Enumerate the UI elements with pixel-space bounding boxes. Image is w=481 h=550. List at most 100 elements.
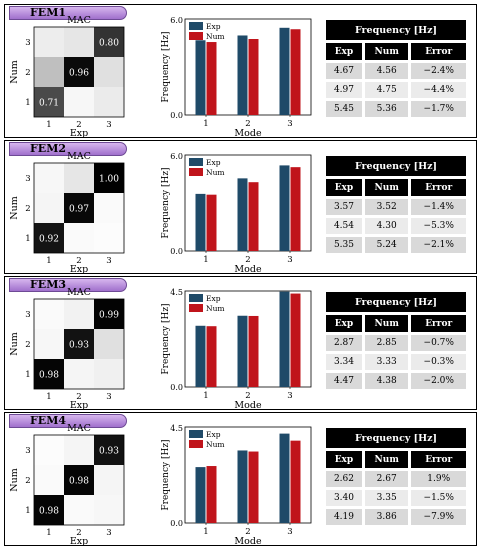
y-axis-label: Frequency [Hz] bbox=[161, 31, 171, 102]
legend-label: Exp bbox=[206, 22, 221, 31]
mac-cell bbox=[34, 163, 64, 193]
bar-num bbox=[206, 194, 217, 251]
mac-matrix: MAC 0.98 0.98 0.93 1 1 2 2 3 3 Exp Num bbox=[9, 423, 125, 547]
column-header: Num bbox=[364, 43, 409, 60]
y-tick-label: 4.5 bbox=[170, 288, 183, 297]
table-cell: −0.7% bbox=[411, 335, 466, 351]
mac-x-tick: 3 bbox=[106, 528, 111, 538]
mac-cell bbox=[94, 359, 124, 389]
mac-cell bbox=[94, 465, 124, 495]
mac-cell bbox=[94, 435, 124, 465]
table-cell: 4.19 bbox=[326, 509, 362, 525]
mac-cell bbox=[34, 57, 64, 87]
x-tick-label: 3 bbox=[287, 119, 292, 129]
table-row: 3.40 3.35 −1.5% bbox=[326, 490, 466, 506]
bar-exp bbox=[237, 450, 248, 523]
mac-value: 0.98 bbox=[39, 371, 59, 381]
mac-cell bbox=[34, 193, 64, 223]
plot-area bbox=[184, 426, 312, 524]
bar-exp bbox=[279, 433, 290, 523]
mac-value: 0.93 bbox=[99, 447, 119, 457]
legend-label: Num bbox=[206, 32, 225, 41]
column-header: Num bbox=[364, 451, 409, 468]
mac-cell bbox=[64, 193, 94, 223]
fem-panel-1: FEM1 MAC 0.71 0.96 0.80 1 1 2 2 3 3 Exp Num 0.0 6.0 Fre… bbox=[4, 4, 477, 139]
mac-value: 0.97 bbox=[69, 205, 89, 215]
mac-value: 0.96 bbox=[69, 69, 89, 79]
mac-value: 0.93 bbox=[69, 341, 89, 351]
table-row: 5.45 5.36 −1.7% bbox=[326, 101, 466, 117]
mac-matrix: MAC 0.71 0.96 0.80 1 1 2 2 3 3 Exp Num bbox=[9, 15, 125, 139]
mac-value: 0.80 bbox=[99, 39, 119, 49]
legend-swatch-num bbox=[189, 440, 203, 448]
table-cell: −2.4% bbox=[411, 63, 466, 79]
mac-cell bbox=[94, 329, 124, 359]
table-title: Frequency [Hz] bbox=[326, 292, 466, 312]
mac-cell bbox=[94, 299, 124, 329]
mac-x-tick: 1 bbox=[46, 256, 51, 266]
panel-tag: FEM2 bbox=[9, 142, 127, 156]
table-row: 3.34 3.33 −0.3% bbox=[326, 354, 466, 370]
mac-x-tick: 2 bbox=[76, 256, 81, 266]
mac-cell bbox=[64, 329, 94, 359]
bar-num bbox=[290, 167, 301, 251]
x-tick-label: 3 bbox=[287, 527, 292, 537]
table-cell: 4.30 bbox=[364, 218, 409, 234]
mac-y-tick: 3 bbox=[25, 310, 30, 320]
plot-area bbox=[184, 290, 312, 388]
mac-value: 0.98 bbox=[69, 477, 89, 487]
legend-label: Num bbox=[206, 168, 225, 177]
mac-cell bbox=[64, 57, 94, 87]
table-title: Frequency [Hz] bbox=[326, 20, 466, 40]
bar-exp bbox=[237, 178, 248, 251]
mac-cell bbox=[64, 299, 94, 329]
mac-cell bbox=[94, 495, 124, 525]
table-cell: 4.97 bbox=[326, 82, 362, 98]
mac-y-label: Num bbox=[9, 468, 20, 491]
column-header: Error bbox=[411, 179, 466, 196]
y-tick-label: 6.0 bbox=[170, 16, 183, 25]
x-tick-label: 1 bbox=[203, 119, 208, 129]
mac-y-tick: 2 bbox=[25, 476, 30, 486]
y-tick-label: 0.0 bbox=[170, 247, 183, 256]
panel-tag: FEM3 bbox=[9, 278, 127, 292]
mac-matrix: MAC 0.98 0.93 0.99 1 1 2 2 3 3 Exp Num bbox=[9, 287, 125, 411]
mac-y-tick: 2 bbox=[25, 68, 30, 78]
mac-cell bbox=[34, 359, 64, 389]
table-cell: 3.33 bbox=[364, 354, 409, 370]
y-axis-label: Frequency [Hz] bbox=[161, 439, 171, 510]
legend-label: Exp bbox=[206, 294, 221, 303]
mac-title: MAC bbox=[67, 423, 91, 434]
bar-num bbox=[248, 39, 259, 115]
bar-num bbox=[290, 440, 301, 523]
column-header: Num bbox=[364, 315, 409, 332]
y-tick-label: 0.0 bbox=[170, 383, 183, 392]
table-cell: −4.4% bbox=[411, 82, 466, 98]
table-row: 4.67 4.56 −2.4% bbox=[326, 63, 466, 79]
x-tick-label: 2 bbox=[245, 255, 250, 265]
panel-tag: FEM4 bbox=[9, 414, 127, 428]
mac-cell bbox=[34, 435, 64, 465]
mac-x-tick: 2 bbox=[76, 392, 81, 402]
mac-title: MAC bbox=[67, 287, 91, 298]
mac-cell bbox=[64, 223, 94, 253]
bar-exp bbox=[237, 35, 248, 116]
mac-x-tick: 3 bbox=[106, 120, 111, 130]
table-title: Frequency [Hz] bbox=[326, 156, 466, 176]
table-cell: 2.62 bbox=[326, 471, 362, 487]
table-row: 3.57 3.52 −1.4% bbox=[326, 199, 466, 215]
column-header: Exp bbox=[326, 43, 362, 60]
bar-num bbox=[248, 451, 259, 523]
table-cell: 5.24 bbox=[364, 237, 409, 253]
bar-num bbox=[290, 29, 301, 116]
legend-swatch-exp bbox=[189, 294, 203, 302]
mac-value: 0.71 bbox=[39, 99, 59, 109]
mac-value: 0.99 bbox=[99, 311, 119, 321]
table-cell: 3.57 bbox=[326, 199, 362, 215]
bar-num bbox=[248, 315, 259, 387]
table-cell: 4.47 bbox=[326, 373, 362, 389]
